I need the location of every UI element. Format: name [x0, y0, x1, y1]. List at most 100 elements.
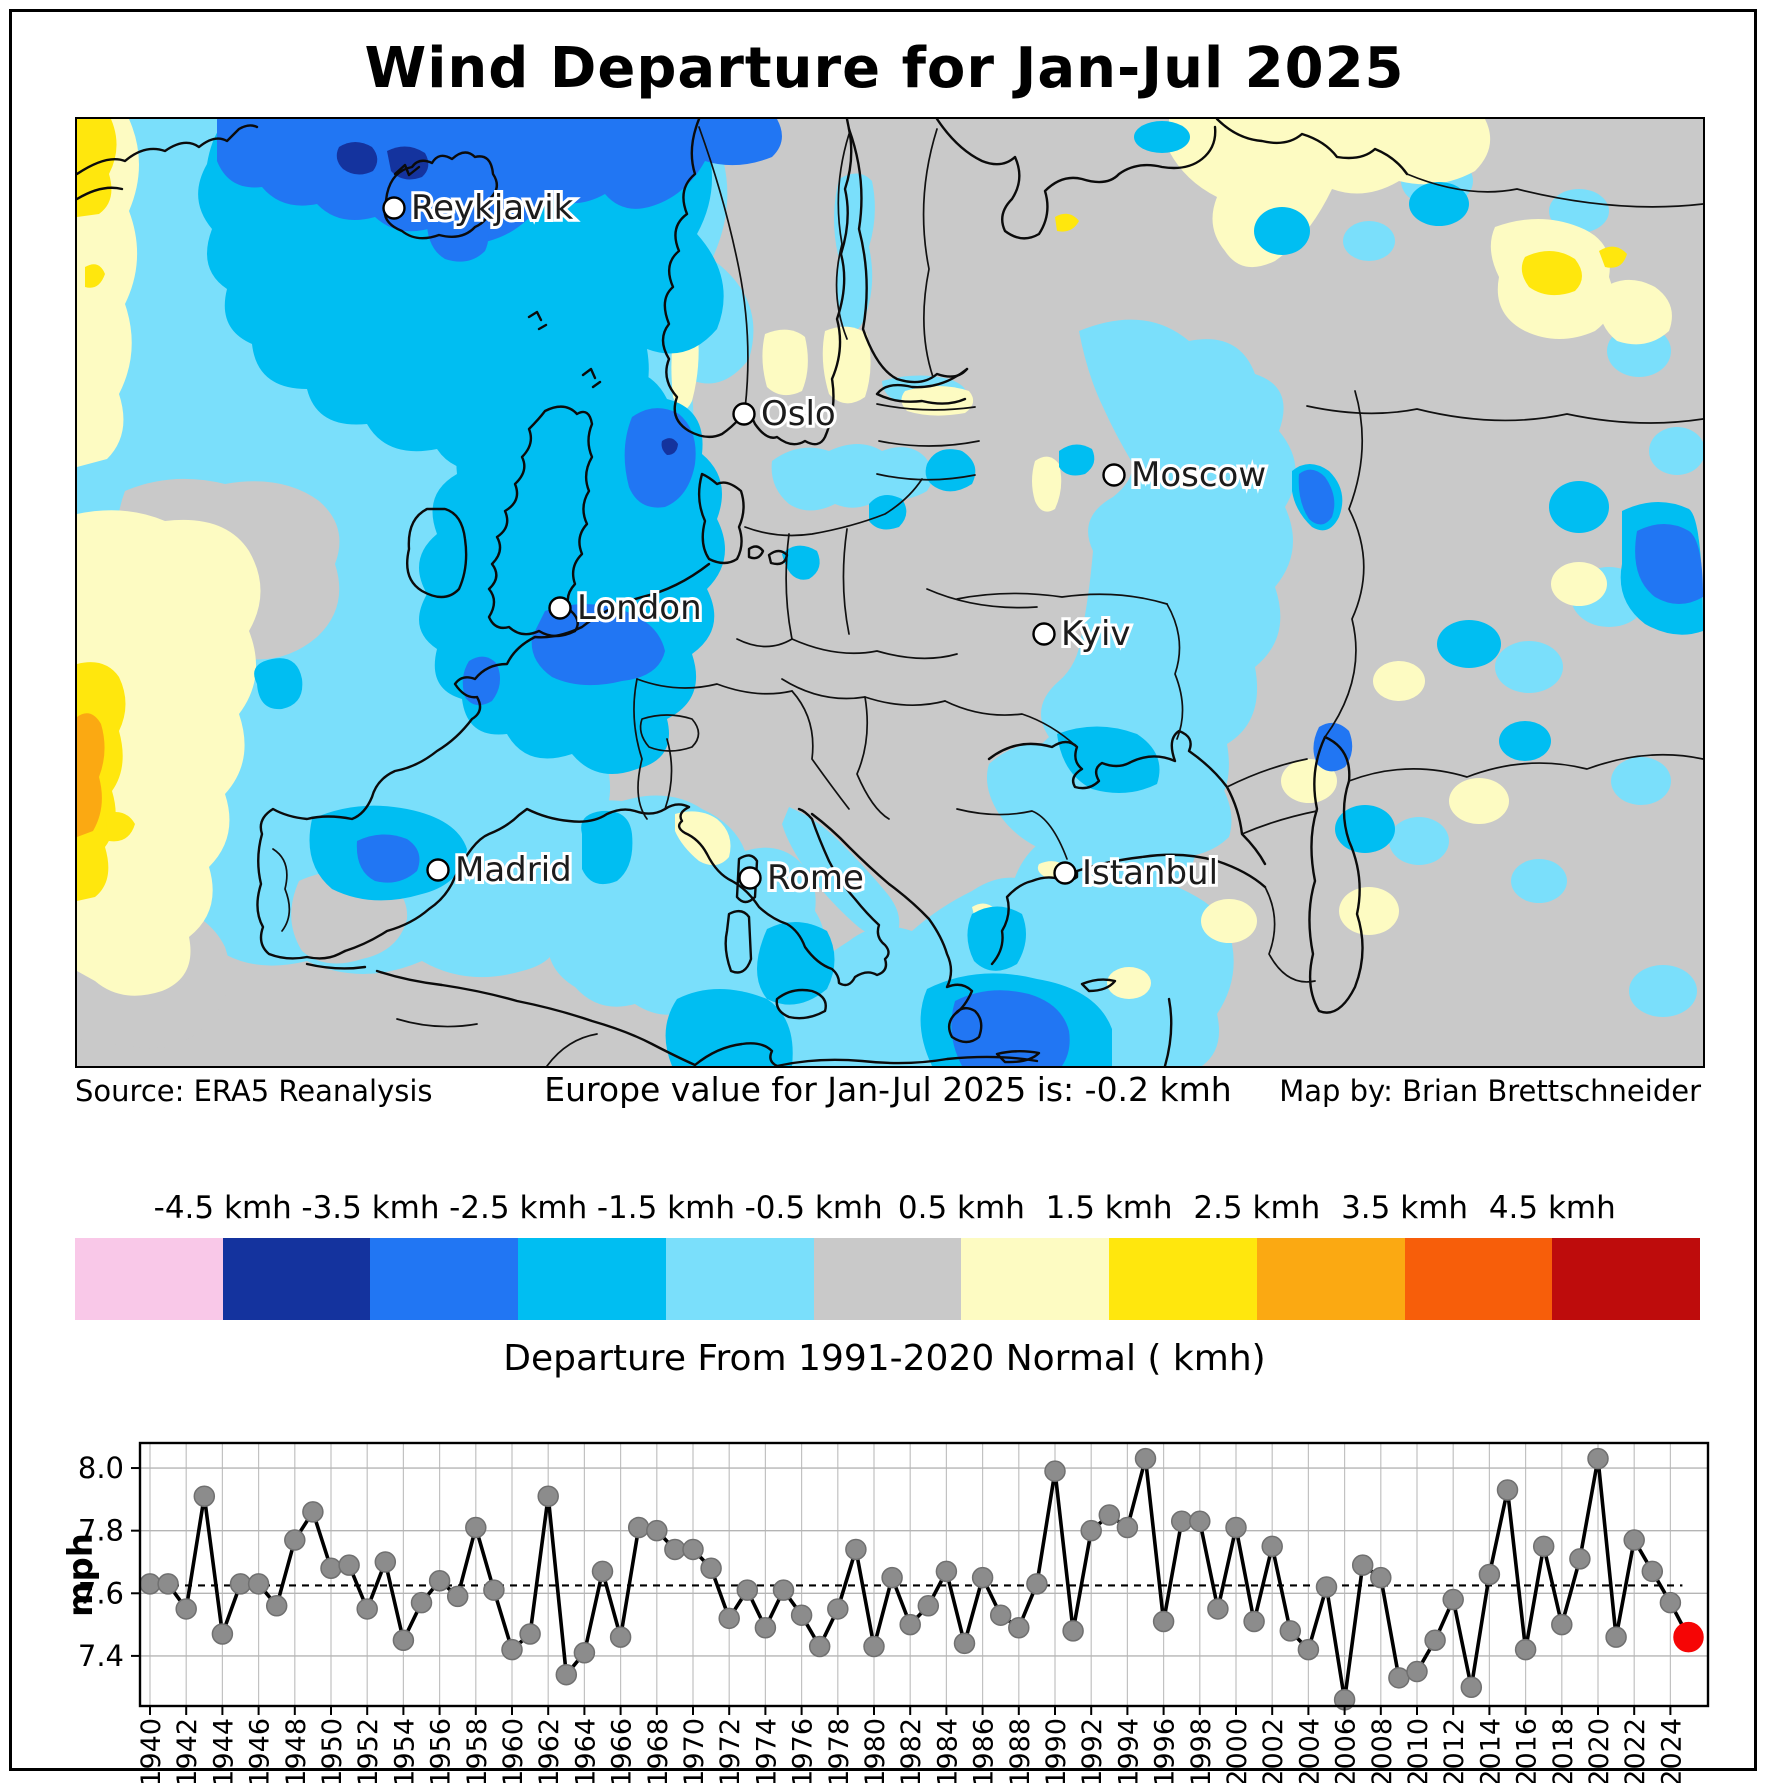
y-tick-label: 7.4 — [78, 1639, 124, 1673]
legend-tick-label: 2.5 kmh — [1193, 1190, 1321, 1226]
data-point — [1569, 1548, 1591, 1570]
data-point — [863, 1635, 885, 1658]
data-point — [573, 1642, 596, 1664]
data-points — [139, 1447, 1704, 1711]
plot-border — [138, 1441, 1710, 1708]
data-point — [1044, 1460, 1066, 1482]
city-rome: Rome — [738, 855, 867, 901]
legend-tick-label: -3.5 kmh — [301, 1190, 440, 1226]
legend-swatch — [1256, 1238, 1405, 1320]
data-point — [591, 1560, 614, 1583]
data-point — [428, 1570, 451, 1592]
data-point — [1514, 1638, 1537, 1661]
data-point — [609, 1626, 632, 1648]
legend-tick-label: 3.5 kmh — [1341, 1190, 1469, 1226]
data-point — [157, 1573, 179, 1595]
x-tick-label: 2008 — [1367, 1718, 1398, 1783]
data-point — [284, 1529, 306, 1551]
x-tick-label: 2012 — [1439, 1718, 1470, 1783]
data-point — [1551, 1613, 1573, 1636]
page-title: Wind Departure for Jan-Jul 2025 — [364, 36, 1405, 101]
data-point — [646, 1519, 668, 1542]
x-tick-label: 1952 — [353, 1718, 384, 1783]
legend-tick-label: -4.5 kmh — [153, 1190, 292, 1226]
city-istanbul: Istanbul — [1053, 850, 1221, 896]
x-tick-label: 1972 — [715, 1718, 746, 1783]
data-point — [971, 1566, 994, 1589]
data-point — [302, 1501, 324, 1523]
legend-tick-label: -1.5 kmh — [596, 1190, 735, 1226]
legend-tick-label: 4.5 kmh — [1488, 1190, 1616, 1226]
legend-tick-label: 0.5 kmh — [897, 1190, 1025, 1226]
data-point — [808, 1635, 831, 1658]
data-point — [1170, 1510, 1193, 1533]
legend-swatch — [1109, 1238, 1257, 1320]
x-tick-label: 1978 — [824, 1718, 855, 1783]
x-tick-label: 1958 — [462, 1718, 493, 1783]
data-point — [519, 1623, 541, 1645]
map-credit-text: Map by: Brian Brettschneider — [1279, 1074, 1701, 1108]
city-moscow: Moscow — [1102, 452, 1269, 498]
map-value-text: Europe value for Jan-Jul 2025 is: -0.2 k… — [544, 1070, 1232, 1109]
x-tick-label: 1966 — [607, 1718, 638, 1783]
data-point — [483, 1579, 505, 1601]
data-point — [356, 1598, 378, 1620]
data-point — [1388, 1667, 1410, 1689]
x-tick-label: 1954 — [389, 1718, 420, 1783]
x-tick-label: 2014 — [1475, 1718, 1506, 1783]
data-point — [1243, 1610, 1265, 1633]
x-tick-label: 1946 — [245, 1718, 276, 1783]
axis-labels: 1940 1942 1944 1946 1948 1950 1952 1954 1956 1958… — [78, 1451, 1688, 1783]
data-point — [265, 1595, 288, 1617]
anomaly-region-orange — [77, 713, 105, 837]
data-point — [1225, 1516, 1247, 1539]
data-point — [1442, 1588, 1464, 1611]
data-point — [1189, 1510, 1211, 1533]
data-point — [736, 1579, 759, 1601]
y-tick-label: 8.0 — [78, 1451, 124, 1485]
x-tick-label: 1968 — [643, 1718, 674, 1783]
data-point — [193, 1485, 216, 1507]
x-tick-label: 2022 — [1620, 1718, 1651, 1783]
city-marker — [1102, 463, 1126, 487]
x-tick-label: 2020 — [1584, 1718, 1615, 1783]
legend-swatch — [1552, 1238, 1701, 1320]
legend-tick-label: 1.5 kmh — [1045, 1190, 1173, 1226]
anomaly-region-blue — [217, 119, 1703, 1066]
country-borders — [272, 126, 1703, 1066]
data-point — [1659, 1591, 1682, 1614]
data-point — [754, 1616, 777, 1639]
data-point — [211, 1623, 234, 1645]
data-point — [1406, 1660, 1428, 1683]
x-tick-label: 1940 — [136, 1718, 167, 1783]
data-point — [1641, 1560, 1664, 1583]
x-tick-label: 1942 — [172, 1718, 203, 1783]
x-tick-label: 2002 — [1258, 1718, 1289, 1783]
data-point — [845, 1538, 867, 1561]
data-point — [1496, 1479, 1519, 1501]
x-tick-label: 1998 — [1186, 1718, 1217, 1783]
x-tick-label: 1984 — [932, 1718, 963, 1783]
x-tick-label: 2024 — [1656, 1718, 1687, 1783]
data-point — [229, 1573, 252, 1595]
x-tick-label: 1964 — [570, 1718, 601, 1783]
legend-swatch — [75, 1238, 223, 1320]
legend-swatch — [665, 1238, 814, 1320]
anomaly-region-pale-yellow — [77, 119, 1699, 999]
data-point — [501, 1638, 523, 1661]
map-canvas: Reykjavik Oslo Moscow London Kyiv Madrid Rome I… — [77, 119, 1703, 1066]
timeseries-chart: 1940 1942 1944 1946 1948 1950 1952 1954 1956 1958… — [61, 1441, 1710, 1783]
legend-caption: Departure From 1991-2020 Normal ( kmh) — [503, 1338, 1266, 1379]
data-point — [1152, 1610, 1175, 1633]
data-point — [1116, 1516, 1139, 1539]
data-point — [1008, 1616, 1030, 1639]
data-point — [446, 1585, 469, 1608]
city-marker — [1053, 861, 1077, 885]
data-point — [989, 1604, 1012, 1626]
data-point — [953, 1632, 976, 1655]
data-point — [1587, 1447, 1609, 1470]
legend-swatch — [813, 1238, 962, 1320]
data-point — [1532, 1535, 1555, 1558]
x-tick-label: 1986 — [969, 1718, 1000, 1783]
city-marker — [732, 402, 756, 426]
